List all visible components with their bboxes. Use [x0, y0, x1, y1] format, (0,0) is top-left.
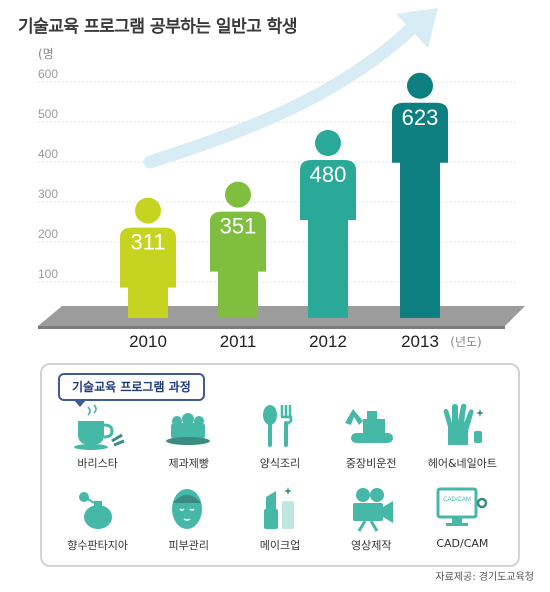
bar-body: [120, 227, 176, 318]
cutlery-icon: [262, 405, 293, 447]
program-item: 영상제작: [326, 483, 417, 561]
nail-hand-icon: [444, 403, 485, 445]
program-item-label: 향수판타지아: [67, 539, 128, 552]
floor-edge: [38, 326, 505, 329]
program-item-label: 바리스타: [77, 457, 118, 470]
program-item-label: 양식조리: [259, 457, 301, 470]
y-tick-label: 200: [38, 227, 58, 241]
program-item-label: 헤어&네일아트: [427, 457, 498, 470]
program-item-label: 중장비운전: [345, 457, 397, 470]
coffee-cup-icon: [73, 404, 125, 450]
panel-title: 기술교육 프로그램 과정: [58, 373, 205, 407]
bar-person: [300, 130, 356, 318]
bar-person: [120, 197, 176, 318]
y-tick-label: 400: [38, 147, 58, 161]
y-axis-unit: (명: [38, 47, 54, 61]
program-item: 메이크업: [234, 483, 325, 561]
program-item: 제과제빵: [143, 401, 234, 479]
bar-head: [225, 181, 251, 208]
cake-icon: [165, 413, 210, 445]
program-item-label: 제과제빵: [168, 457, 210, 470]
bar-body: [210, 211, 266, 318]
trend-arrowhead: [396, 8, 438, 48]
x-tick-label: 2012: [309, 332, 347, 351]
svg-text:CAD/CAM: CAD/CAM: [444, 497, 472, 503]
bar-value-label: 623: [402, 105, 439, 130]
excavator-icon: [345, 409, 394, 443]
y-tick-label: 100: [38, 267, 58, 281]
program-item: 바리스타: [52, 401, 143, 479]
chart-title: 기술교육 프로그램 공부하는 일반고 학생: [18, 17, 298, 37]
bar-head: [315, 130, 341, 156]
y-tick-label: 600: [38, 67, 58, 81]
program-item: 중장비운전: [326, 401, 417, 479]
bar-value-label: 351: [220, 214, 257, 239]
x-tick-label: 2010: [129, 332, 167, 351]
program-item-label: 메이크업: [259, 539, 301, 552]
source-note: 자료제공: 경기도교육청: [435, 572, 534, 583]
x-tick-label: 2011: [220, 332, 257, 351]
program-item-label: 피부관리: [168, 539, 210, 552]
perfume-bottle-icon: [78, 492, 112, 529]
bar-value-label: 311: [130, 230, 165, 255]
x-axis-unit: (년도): [450, 335, 481, 349]
cad-monitor-icon: CAD/CAM: [436, 487, 488, 526]
face-mask-icon: [171, 489, 202, 529]
bar-value-label: 480: [310, 162, 347, 187]
bar-person: [392, 72, 448, 318]
bar-head: [135, 197, 161, 224]
trend-arrow: [143, 21, 419, 169]
program-item: CAD/CAM CAD/CAM: [417, 483, 508, 561]
bar-head: [407, 72, 433, 99]
film-camera-icon: [353, 488, 394, 532]
y-tick-label: 300: [38, 187, 58, 201]
x-tick-label: 2013: [401, 332, 439, 351]
program-item: 헤어&네일아트: [417, 401, 508, 479]
y-tick-label: 500: [38, 107, 58, 121]
program-item-label: 영상제작: [350, 539, 392, 552]
program-item: 양식조리: [234, 401, 325, 479]
program-item-label: CAD/CAM: [436, 537, 489, 550]
program-item: 향수판타지아: [52, 483, 143, 561]
bar-body: [392, 102, 448, 318]
chart-area: 100 200 300 400 500 600 (명 311 2010 351 2011 480 201…: [38, 8, 525, 351]
lipstick-icon: [263, 487, 294, 529]
floor-top: [38, 306, 525, 326]
bar-body: [300, 160, 356, 318]
bar-person: [210, 181, 266, 318]
program-item: 피부관리: [143, 483, 234, 561]
